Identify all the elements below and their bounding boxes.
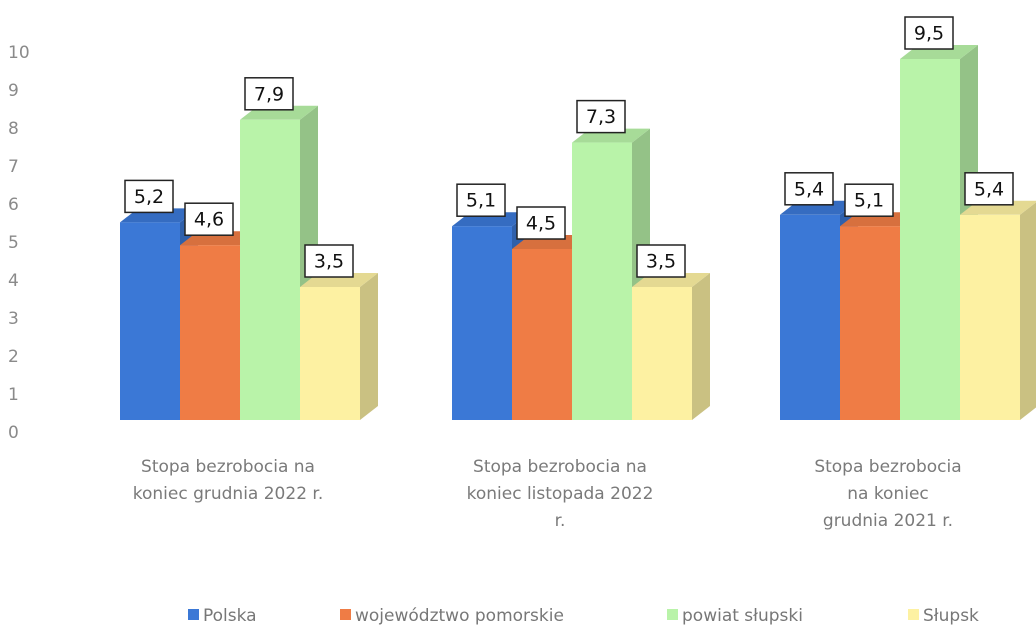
value-label: 5,1 bbox=[466, 190, 496, 212]
legend-swatch bbox=[908, 609, 919, 620]
y-tick-label: 1 bbox=[8, 385, 19, 405]
value-label: 5,4 bbox=[794, 178, 824, 200]
value-label-box bbox=[964, 172, 1014, 206]
y-tick-label: 8 bbox=[8, 119, 19, 139]
bar-front bbox=[900, 59, 960, 420]
value-label-box bbox=[244, 77, 294, 111]
bar-front bbox=[960, 214, 1020, 420]
value-label: 5,4 bbox=[974, 178, 1004, 200]
legend-label: powiat słupski bbox=[682, 606, 803, 626]
bar-side bbox=[692, 273, 710, 420]
y-tick-label: 10 bbox=[8, 43, 30, 63]
value-label-box bbox=[904, 16, 954, 50]
value-label: 4,6 bbox=[194, 209, 224, 231]
y-tick-label: 5 bbox=[8, 233, 19, 253]
legend-label: Polska bbox=[203, 606, 257, 626]
value-label-box bbox=[516, 206, 566, 240]
value-label-box bbox=[784, 172, 834, 206]
value-label: 7,3 bbox=[586, 106, 616, 128]
value-label: 5,2 bbox=[134, 186, 164, 208]
x-tick-label: Stopa bezrobocia na koniec grudnia 2022 … bbox=[132, 457, 324, 504]
value-label-box bbox=[304, 244, 354, 278]
bar bbox=[960, 200, 1036, 420]
bar-front bbox=[572, 142, 632, 420]
legend-swatch bbox=[340, 609, 351, 620]
y-tick-label: 6 bbox=[8, 195, 19, 215]
value-label-box bbox=[636, 244, 686, 278]
y-tick-label: 2 bbox=[8, 347, 19, 367]
y-tick-label: 9 bbox=[8, 81, 19, 101]
value-label: 9,5 bbox=[914, 23, 944, 45]
bar bbox=[300, 273, 378, 420]
value-label-box bbox=[456, 183, 506, 217]
x-tick-label: Stopa bezrobocia na koniec grudnia 2021 … bbox=[814, 457, 962, 531]
x-tick-label: Stopa bezrobocia na koniec listopada 202… bbox=[466, 457, 654, 531]
bar-front bbox=[512, 249, 572, 420]
legend-swatch bbox=[667, 609, 678, 620]
bar-front bbox=[240, 119, 300, 421]
bar-front bbox=[780, 214, 840, 420]
value-label: 7,9 bbox=[254, 83, 284, 105]
value-label-box bbox=[844, 183, 894, 217]
value-label-box bbox=[124, 179, 174, 214]
bar-side bbox=[360, 273, 378, 420]
value-label-box bbox=[184, 202, 234, 236]
bar-side bbox=[1020, 202, 1036, 420]
y-tick-label: 4 bbox=[8, 271, 19, 291]
y-tick-label: 7 bbox=[8, 157, 19, 177]
y-tick-label: 0 bbox=[8, 423, 19, 443]
legend-label: województwo pomorskie bbox=[355, 606, 564, 626]
bar-front bbox=[840, 226, 900, 420]
bar-front bbox=[120, 222, 180, 420]
value-label-box bbox=[576, 99, 626, 134]
y-tick-label: 3 bbox=[8, 309, 19, 329]
bar bbox=[900, 45, 978, 420]
bar-front bbox=[632, 287, 692, 420]
bar-front bbox=[452, 226, 512, 420]
value-label: 5,1 bbox=[854, 190, 884, 212]
bar-front bbox=[180, 245, 240, 420]
bar-front bbox=[300, 287, 360, 420]
legend-swatch bbox=[188, 609, 199, 620]
bar bbox=[632, 273, 710, 420]
value-label: 4,5 bbox=[526, 213, 556, 235]
value-label: 3,5 bbox=[646, 251, 676, 273]
value-label: 3,5 bbox=[314, 251, 344, 273]
legend-label: Słupsk bbox=[923, 606, 979, 626]
